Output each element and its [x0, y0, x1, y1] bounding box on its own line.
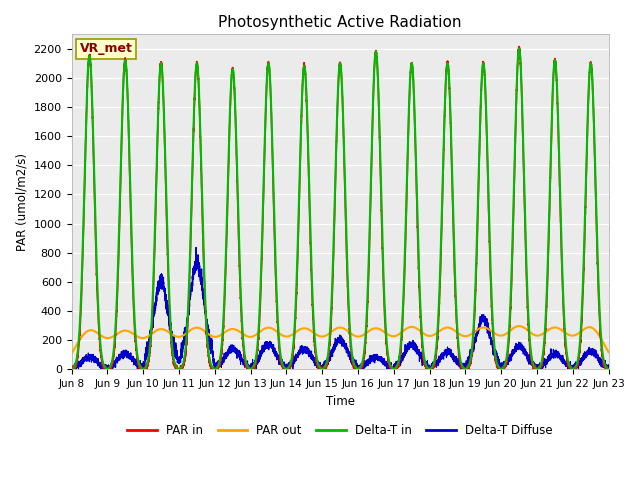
Legend: PAR in, PAR out, Delta-T in, Delta-T Diffuse: PAR in, PAR out, Delta-T in, Delta-T Dif… [123, 419, 557, 442]
Y-axis label: PAR (umol/m2/s): PAR (umol/m2/s) [15, 153, 28, 251]
X-axis label: Time: Time [326, 395, 355, 408]
Title: Photosynthetic Active Radiation: Photosynthetic Active Radiation [218, 15, 462, 30]
Text: VR_met: VR_met [79, 42, 132, 55]
